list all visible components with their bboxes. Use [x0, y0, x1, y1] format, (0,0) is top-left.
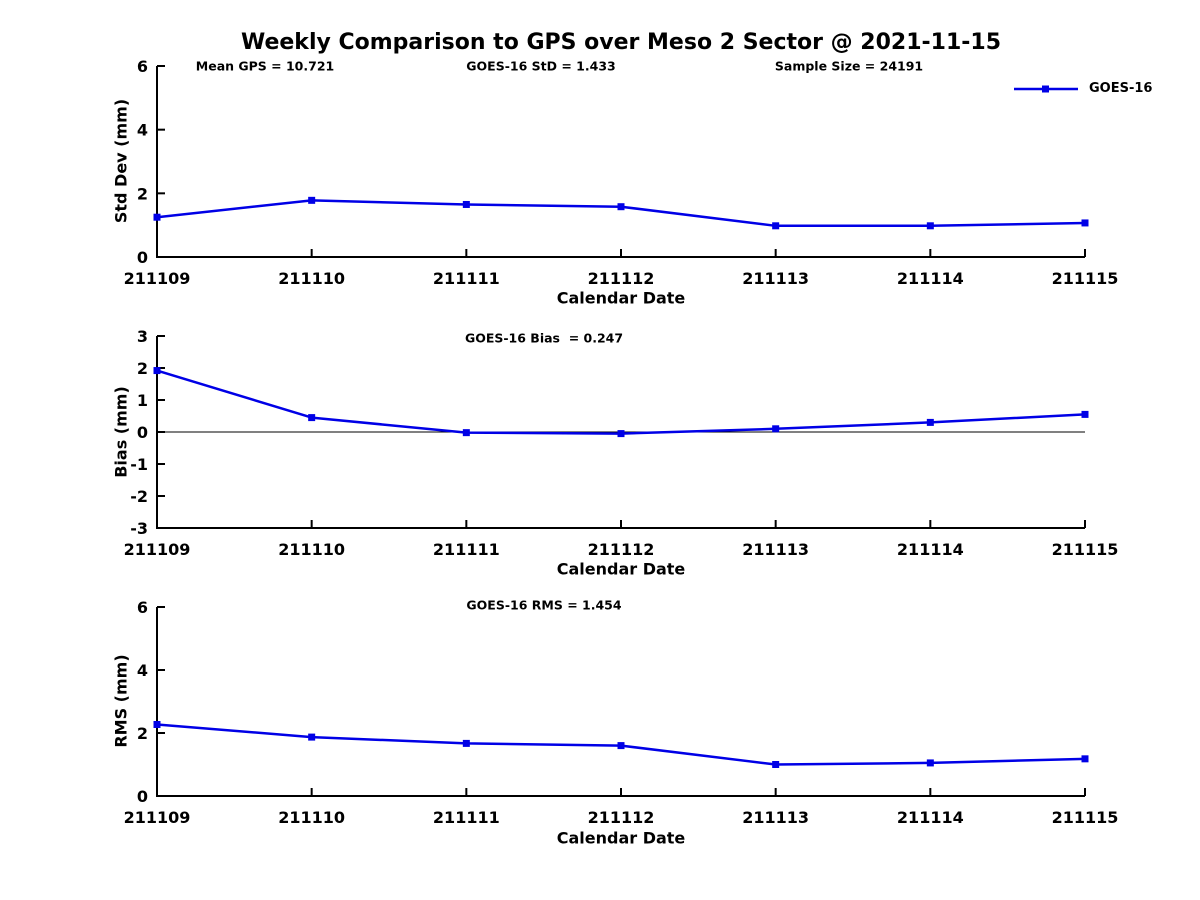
x-tick-label: 211115	[1052, 540, 1119, 559]
data-point	[926, 759, 934, 767]
x-tick-label: 211113	[742, 540, 809, 559]
stddev-chart: 0 2 4 6 211109 211110 211111 211112 211113 211114…	[124, 57, 1119, 288]
x-tick-label: 211112	[588, 808, 655, 827]
data-point	[308, 733, 316, 741]
x-tick-label: 211110	[278, 540, 345, 559]
data-point	[772, 222, 780, 230]
data-point	[1081, 410, 1089, 418]
legend-marker	[1042, 85, 1049, 92]
bias-chart: -3 -2 -1 0 1 2 3 211109 211110 211111 211112 211113…	[124, 327, 1119, 559]
data-point	[617, 203, 625, 211]
y-tick-label: 0	[137, 248, 148, 267]
y-tick-label: 1	[137, 391, 148, 410]
x-tick-label: 211114	[897, 808, 964, 827]
y-tick-label: -3	[130, 519, 148, 538]
y-tick-label: 0	[137, 787, 148, 806]
y-tick-label: 4	[137, 661, 148, 680]
series-line	[156, 369, 1086, 435]
x-axis-label-stddev: Calendar Date	[556, 288, 686, 308]
data-point	[1081, 755, 1089, 763]
x-tick-label: 211109	[124, 808, 191, 827]
x-tick-label: 211109	[124, 540, 191, 559]
data-point	[153, 367, 161, 375]
data-point	[462, 200, 470, 208]
annotation-goes16-bias: GOES-16 Bias = 0.247	[464, 330, 624, 346]
x-tick-label: 211115	[1052, 269, 1119, 288]
x-tick-label: 211109	[124, 269, 191, 288]
y-tick-label: -1	[130, 455, 148, 474]
data-point	[308, 196, 316, 204]
y-tick-label: 2	[137, 724, 148, 743]
page-title: Weekly Comparison to GPS over Meso 2 Sec…	[240, 30, 1002, 55]
y-tick-label: 2	[137, 184, 148, 203]
annotation-goes16-rms: GOES-16 RMS = 1.454	[466, 597, 622, 613]
annotation-mean-gps: Mean GPS = 10.721	[195, 58, 335, 74]
x-tick-label: 211114	[897, 540, 964, 559]
x-tick-label: 211113	[742, 269, 809, 288]
data-point	[617, 742, 625, 750]
x-axis-label-bias: Calendar Date	[556, 559, 686, 579]
data-point	[308, 414, 316, 422]
data-point	[772, 425, 780, 433]
y-tick-label: 3	[137, 327, 148, 346]
data-point	[617, 430, 625, 438]
y-tick-label: -2	[130, 487, 148, 506]
data-point	[462, 429, 470, 437]
rms-chart: 0 2 4 6 211109 211110 211111 211112 211113 211114…	[124, 598, 1119, 827]
y-tick-label: 2	[137, 359, 148, 378]
x-tick-label: 211113	[742, 808, 809, 827]
legend-line-marker-icon	[1014, 85, 1078, 92]
data-point	[1081, 219, 1089, 227]
y-tick-label: 6	[137, 598, 148, 617]
x-tick-label: 211115	[1052, 808, 1119, 827]
x-tick-label: 211111	[433, 808, 500, 827]
x-tick-label: 211112	[588, 269, 655, 288]
data-point	[772, 761, 780, 768]
data-point	[926, 418, 934, 426]
x-tick-label: 211114	[897, 269, 964, 288]
axis-frame	[156, 607, 1085, 797]
legend-label: GOES-16	[1089, 81, 1153, 96]
y-tick-label: 0	[137, 423, 148, 442]
y-tick-label: 6	[137, 57, 148, 76]
data-point	[462, 739, 470, 747]
y-tick-label: 4	[137, 121, 148, 140]
data-point	[153, 213, 161, 221]
x-tick-label: 211111	[433, 269, 500, 288]
annotation-sample-size: Sample Size = 24191	[774, 58, 924, 74]
x-tick-label: 211111	[433, 540, 500, 559]
annotation-goes16-std: GOES-16 StD = 1.433	[466, 58, 616, 74]
data-point	[926, 222, 934, 230]
x-tick-label: 211112	[588, 540, 655, 559]
x-tick-label: 211110	[278, 808, 345, 827]
x-tick-label: 211110	[278, 269, 345, 288]
legend: GOES-16	[1013, 81, 1152, 96]
axis-frame	[156, 66, 1085, 258]
data-point	[153, 720, 161, 728]
x-axis-label-rms: Calendar Date	[556, 828, 686, 848]
